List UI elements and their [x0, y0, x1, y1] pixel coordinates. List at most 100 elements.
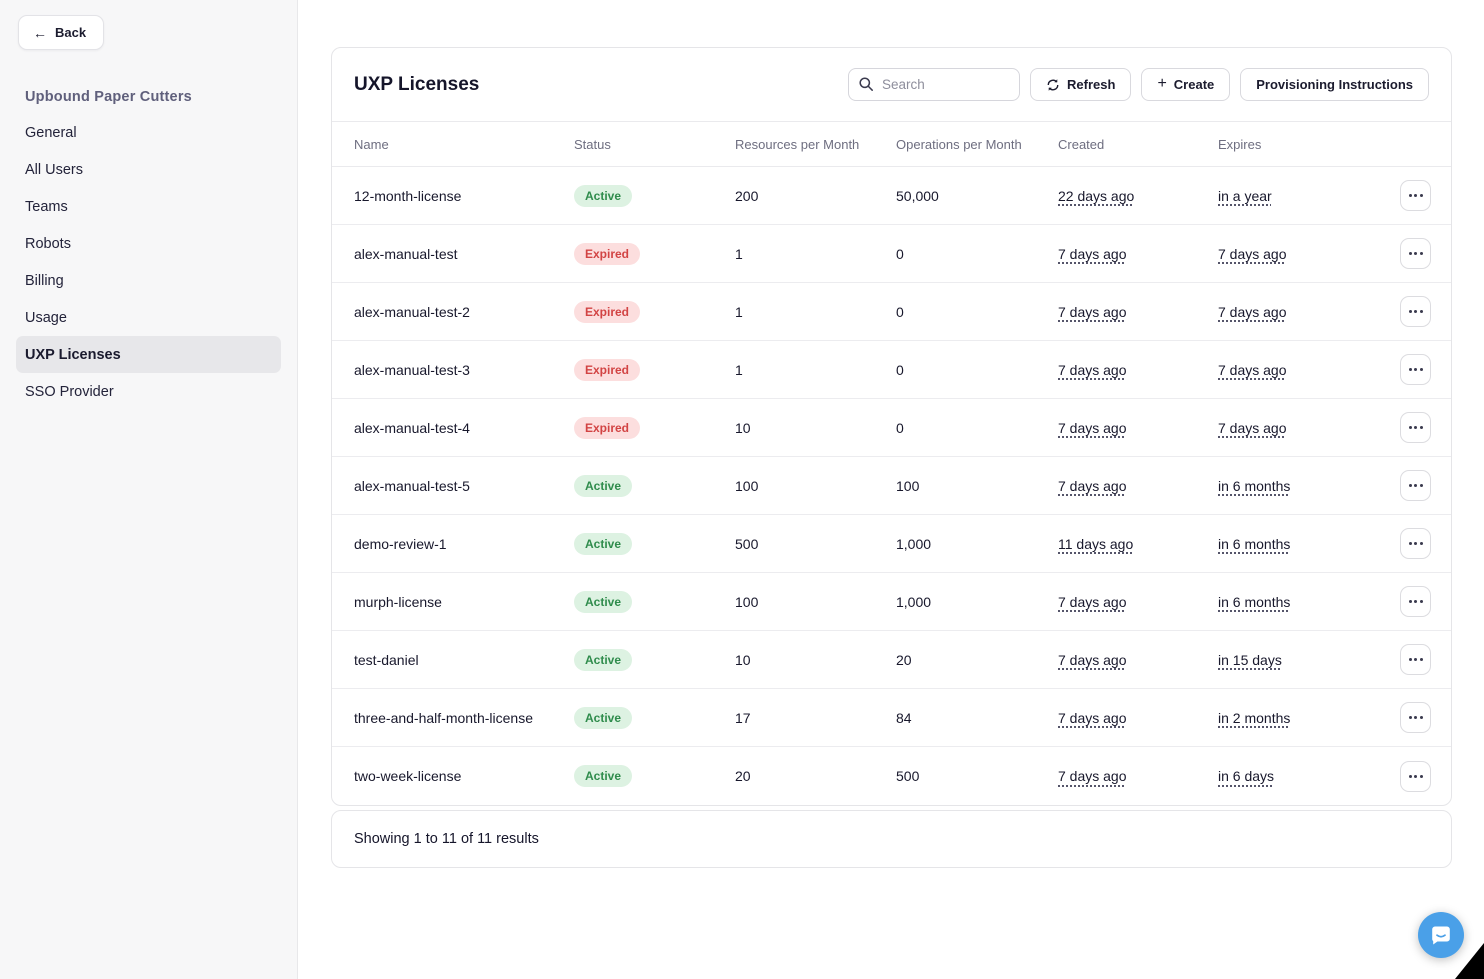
expires-date[interactable]: 7 days ago — [1218, 303, 1287, 320]
search-icon — [859, 77, 873, 91]
created-cell: 7 days ago — [1058, 652, 1218, 668]
provisioning-instructions-button[interactable]: Provisioning Instructions — [1240, 68, 1429, 101]
row-actions-button[interactable] — [1400, 296, 1431, 327]
ellipsis-icon — [1408, 774, 1412, 778]
table-row: test-daniel Active 10 20 7 days ago in 15 day… — [332, 631, 1451, 689]
table-row: murph-license Active 100 1,000 7 days ago in … — [332, 573, 1451, 631]
sidebar-item-uxp-licenses[interactable]: UXP Licenses — [16, 336, 281, 373]
status-badge: Active — [574, 474, 633, 497]
ellipsis-icon — [1408, 426, 1412, 429]
ellipsis-icon — [1414, 484, 1417, 487]
expires-date[interactable]: 7 days ago — [1218, 419, 1287, 436]
created-date[interactable]: 7 days ago — [1058, 709, 1127, 726]
created-date[interactable]: 7 days ago — [1058, 303, 1127, 320]
refresh-button-label: Refresh — [1067, 77, 1116, 92]
ellipsis-icon — [1419, 310, 1423, 313]
ellipsis-icon — [1419, 774, 1423, 778]
created-cell: 7 days ago — [1058, 246, 1218, 262]
created-cell: 7 days ago — [1058, 362, 1218, 378]
row-actions-button[interactable] — [1400, 702, 1431, 733]
row-actions-button[interactable] — [1400, 586, 1431, 617]
sidebar-item-all-users[interactable]: All Users — [25, 161, 84, 178]
actions-cell — [1383, 760, 1451, 792]
resources-per-month: 100 — [735, 477, 759, 494]
created-date[interactable]: 7 days ago — [1058, 768, 1127, 784]
provisioning-instructions-label: Provisioning Instructions — [1256, 77, 1413, 92]
created-cell: 7 days ago — [1058, 710, 1218, 726]
expires-date[interactable]: in 6 days — [1218, 768, 1275, 784]
resources-per-month: 100 — [735, 593, 759, 610]
created-cell: 7 days ago — [1058, 594, 1218, 610]
row-actions-button[interactable] — [1400, 528, 1431, 559]
created-date[interactable]: 7 days ago — [1058, 419, 1127, 436]
expires-date[interactable]: in 6 months — [1218, 593, 1291, 610]
created-cell: 7 days ago — [1058, 304, 1218, 320]
license-name: two-week-license — [354, 768, 462, 784]
row-actions-button[interactable] — [1400, 760, 1431, 792]
expires-date[interactable]: 7 days ago — [1218, 361, 1287, 378]
created-date[interactable]: 7 days ago — [1058, 245, 1127, 262]
create-button[interactable]: + Create — [1141, 68, 1231, 101]
ellipsis-icon — [1414, 774, 1417, 778]
status-badge: Expired — [574, 416, 641, 439]
search-input[interactable] — [848, 68, 1021, 101]
sidebar-item-sso-provider[interactable]: SSO Provider — [25, 383, 114, 400]
status-cell: Active — [574, 184, 735, 207]
created-date[interactable]: 7 days ago — [1058, 593, 1127, 610]
expires-date[interactable]: in 15 days — [1218, 651, 1282, 668]
sidebar-item-billing[interactable]: Billing — [25, 272, 64, 289]
results-footer: Showing 1 to 11 of 11 results — [331, 810, 1452, 868]
back-button[interactable]: ← Back — [18, 15, 105, 50]
sidebar-item-teams[interactable]: Teams — [25, 198, 68, 215]
operations-per-month: 1,000 — [896, 535, 932, 552]
column-header-status: Status — [574, 136, 611, 152]
ellipsis-icon — [1408, 716, 1412, 719]
expires-date[interactable]: in 2 months — [1218, 709, 1291, 726]
expires-date[interactable]: in 6 months — [1218, 535, 1291, 552]
created-date[interactable]: 7 days ago — [1058, 477, 1127, 494]
row-actions-button[interactable] — [1400, 238, 1431, 269]
row-actions-button[interactable] — [1400, 644, 1431, 675]
ellipsis-icon — [1419, 716, 1423, 719]
resources-per-month: 17 — [735, 709, 751, 726]
refresh-button[interactable]: Refresh — [1030, 68, 1132, 101]
created-date[interactable]: 22 days ago — [1058, 187, 1135, 204]
expires-cell: 7 days ago — [1218, 304, 1383, 320]
sidebar-nav: Upbound Paper Cutters General All Users Te… — [16, 80, 281, 410]
sidebar-item-usage[interactable]: Usage — [25, 309, 67, 326]
operations-per-month: 0 — [896, 303, 904, 320]
ellipsis-icon — [1419, 484, 1423, 487]
expires-date[interactable]: in a year — [1218, 187, 1272, 204]
created-date[interactable]: 7 days ago — [1058, 361, 1127, 378]
operations-per-month: 100 — [896, 477, 920, 494]
column-header-resources-per-month: Resources per Month — [735, 136, 860, 152]
row-actions-button[interactable] — [1400, 354, 1431, 385]
expires-date[interactable]: 7 days ago — [1218, 245, 1287, 262]
chat-launcher-button[interactable] — [1418, 912, 1464, 958]
row-actions-button[interactable] — [1400, 180, 1431, 211]
created-date[interactable]: 7 days ago — [1058, 651, 1127, 668]
status-cell: Expired — [574, 242, 735, 265]
ellipsis-icon — [1419, 426, 1423, 429]
sidebar-item-robots[interactable]: Robots — [25, 235, 71, 252]
resources-per-month: 10 — [735, 419, 751, 436]
expires-cell: 7 days ago — [1218, 362, 1383, 378]
resources-per-month: 10 — [735, 651, 751, 668]
status-cell: Active — [574, 590, 735, 613]
ellipsis-icon — [1414, 600, 1417, 603]
table-row: three-and-half-month-license Active 17 84 7 … — [332, 689, 1451, 747]
table-row: demo-review-1 Active 500 1,000 11 days ago in… — [332, 515, 1451, 573]
sidebar-item-general[interactable]: General — [25, 124, 77, 141]
ellipsis-icon — [1419, 542, 1423, 545]
row-actions-button[interactable] — [1400, 412, 1431, 443]
actions-cell — [1383, 586, 1451, 617]
status-badge: Expired — [574, 358, 641, 381]
row-actions-button[interactable] — [1400, 470, 1431, 501]
back-button-label: Back — [55, 25, 87, 40]
expires-date[interactable]: in 6 months — [1218, 477, 1291, 494]
mouse-cursor — [1455, 943, 1484, 979]
created-date[interactable]: 11 days ago — [1058, 535, 1134, 552]
actions-cell — [1383, 528, 1451, 559]
actions-cell — [1383, 296, 1451, 327]
create-button-label: Create — [1173, 77, 1215, 92]
